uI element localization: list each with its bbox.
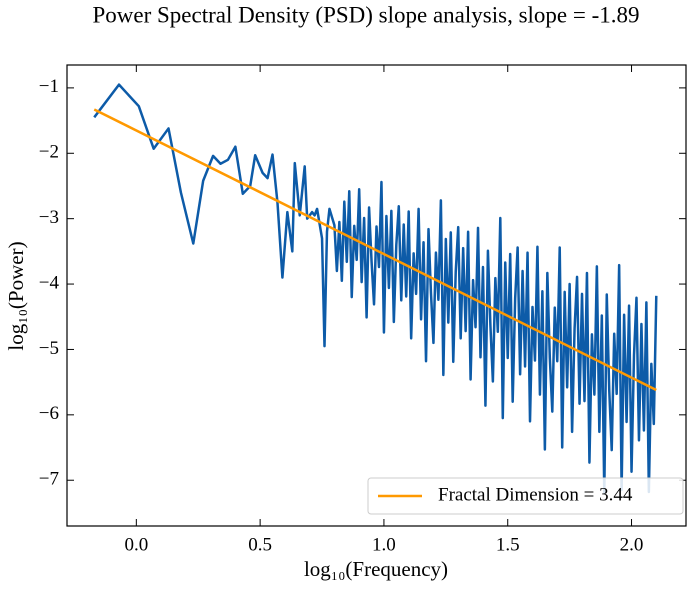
line-series — [93, 108, 657, 392]
y-tick-label: −6 — [39, 403, 59, 424]
line-series — [93, 83, 658, 495]
axes: 0.0 0.5 1.0 1.5 2.0 −1 −2 −3 −4 −5 −6 −7 Fractal Dim… — [39, 64, 687, 555]
legend-box — [367, 477, 684, 515]
x-tick-label: 2.0 — [620, 534, 644, 555]
legend-label: Fractal Dimension = 3.44 — [438, 484, 633, 505]
y-tick-label: −5 — [39, 338, 59, 359]
y-tick-label: −4 — [39, 272, 60, 293]
x-axis-label: log₁₀(Frequency) — [304, 557, 448, 581]
x-tick-label: 0.5 — [248, 534, 272, 555]
plot-area — [93, 83, 658, 495]
y-tick-label: −3 — [39, 207, 59, 228]
x-tick-label: 1.5 — [496, 534, 520, 555]
plot-frame — [66, 64, 687, 527]
y-tick-label: −2 — [39, 142, 59, 163]
y-tick-label: −1 — [39, 76, 59, 97]
x-tick-label: 1.0 — [372, 534, 396, 555]
y-tick-label: −7 — [39, 469, 59, 490]
x-tick-label: 0.0 — [124, 534, 148, 555]
y-axis-label: log₁₀(Power) — [4, 241, 28, 350]
chart-title: Power Spectral Density (PSD) slope analy… — [92, 2, 639, 27]
